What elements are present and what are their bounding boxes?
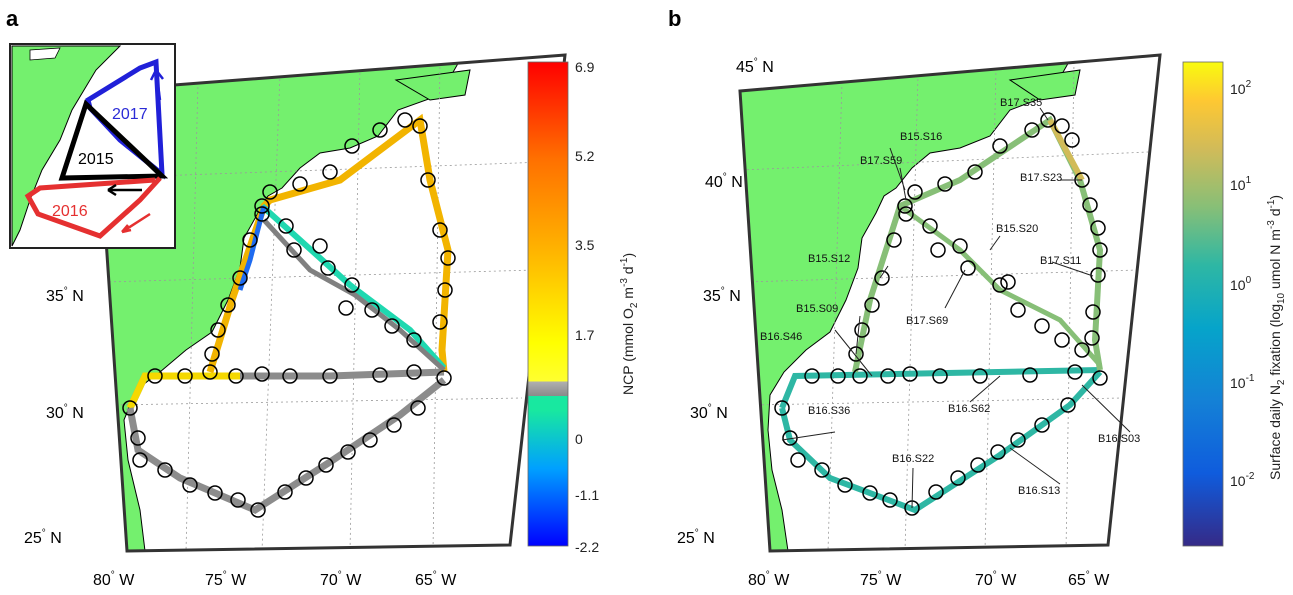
station-label-b17-s35: B17.S35 <box>1000 97 1042 109</box>
lon-label-a-65: 65° W <box>415 570 457 589</box>
colorbar-b: 102 101 100 10-1 10-2 Surface daily N2 f… <box>1182 61 1287 547</box>
inset-track-2016 <box>24 176 162 239</box>
inset-label-2016: 2016 <box>52 203 88 220</box>
lon-label-b-80: 80° W <box>748 570 790 589</box>
lon-labels-b: 80° W 75° W 70° W 65° W <box>748 570 1110 589</box>
station-label-b17-s69: B17.S69 <box>906 315 948 327</box>
station-leader-lines <box>781 107 1131 509</box>
colorbar-b-tick-4: 10-2 <box>1230 471 1255 489</box>
lon-label-b-65: 65° W <box>1068 570 1110 589</box>
station-label-b16-s03: B16.S03 <box>1098 433 1140 445</box>
station-label-b16-s62: B16.S62 <box>948 403 990 415</box>
lat-labels-b: 45° N 40° N 35° N 30° N 25° N <box>677 57 774 547</box>
colorbar-a-tick-5: -1.1 <box>575 487 599 503</box>
colorbar-b-tick-0: 102 <box>1230 79 1252 97</box>
inset-arrow-2015 <box>107 183 142 197</box>
lat-label-a-35: 35° N <box>46 286 84 305</box>
station-label-b15-s12: B15.S12 <box>808 253 850 265</box>
station-label-b17-s23: B17.S23 <box>1020 172 1062 184</box>
colorbar-a-tick-1: 5.2 <box>575 148 595 164</box>
colorbar-a-tick-2: 3.5 <box>575 237 595 253</box>
lon-labels-a: 80° W 75° W 70° W 65° W <box>93 570 457 589</box>
land-b <box>740 59 1071 551</box>
station-label-b16-s46: B16.S46 <box>760 331 802 343</box>
panel-a-letter: a <box>6 6 19 31</box>
station-label-b15-s09: B15.S09 <box>796 303 838 315</box>
lon-label-a-80: 80° W <box>93 570 135 589</box>
stations-a <box>122 112 456 518</box>
land-a-maritimes <box>394 69 471 101</box>
colorbar-a-tick-0: 6.9 <box>575 59 595 75</box>
colorbar-b-tick-3: 10-1 <box>1230 373 1255 391</box>
stations-b <box>774 112 1108 516</box>
land-b-maritimes <box>1008 69 1081 101</box>
panel-b-letter: b <box>668 6 681 31</box>
station-label-b16-s13: B16.S13 <box>1018 485 1060 497</box>
track-b <box>779 115 1104 514</box>
track-a <box>126 113 452 514</box>
colorbar-b-label: Surface daily N2 fixation (log10 umol N … <box>1266 195 1287 480</box>
station-label-b16-s22: B16.S22 <box>892 453 934 465</box>
inset-label-2017: 2017 <box>112 106 148 123</box>
grid-b-lat <box>741 151 1149 406</box>
colorbar-b-bar <box>1182 61 1224 547</box>
lat-labels-a: 35° N 30° N 25° N <box>24 286 84 547</box>
lon-label-b-70: 70° W <box>975 570 1017 589</box>
station-labels-b: B17.S35 B15.S16 B17.S59 B17.S23 B15.S20 … <box>760 97 1140 509</box>
station-label-b15-s16: B15.S16 <box>900 131 942 143</box>
inset-track-2015 <box>58 99 169 181</box>
station-label-b16-s36: B16.S36 <box>808 405 850 417</box>
lat-label-b-30: 30° N <box>690 403 728 422</box>
inset-label-2015: 2015 <box>78 151 114 168</box>
map-b: B17.S35 B15.S16 B17.S59 B17.S23 B15.S20 … <box>738 53 1162 553</box>
lon-label-b-75: 75° W <box>860 570 902 589</box>
lon-label-a-75: 75° W <box>205 570 247 589</box>
inset-arrow-2016 <box>121 212 151 234</box>
land-a <box>96 59 461 551</box>
colorbar-a: 6.9 5.2 3.5 1.7 0 -1.1 -2.2 NCP (mmol O2… <box>527 59 640 555</box>
panel-b: b <box>668 6 1287 589</box>
lat-label-a-30: 30° N <box>46 403 84 422</box>
inset-map-a: 2017 2015 2016 <box>9 43 176 249</box>
inset-arrow-2017 <box>149 69 164 101</box>
lat-label-a-25: 25° N <box>24 528 62 547</box>
inset-land <box>11 45 122 247</box>
map-b-frame <box>738 53 1162 553</box>
colorbar-a-tick-6: -2.2 <box>575 539 599 555</box>
colorbar-b-tick-2: 100 <box>1230 275 1252 293</box>
lat-label-b-40: 40° N <box>705 172 743 191</box>
lat-label-b-45: 45° N <box>736 57 774 76</box>
station-label-b17-s59: B17.S59 <box>860 155 902 167</box>
colorbar-a-label: NCP (mmol O2 m-3 d-1) <box>619 253 640 395</box>
lon-label-a-70: 70° W <box>320 570 362 589</box>
map-a-frame <box>94 53 567 553</box>
station-label-b17-s11: B17.S11 <box>1040 255 1081 267</box>
map-a <box>94 53 567 553</box>
panel-a: a <box>6 6 640 589</box>
colorbar-a-bar <box>527 61 569 547</box>
lat-label-b-35: 35° N <box>703 286 741 305</box>
station-label-b15-s20: B15.S20 <box>996 223 1038 235</box>
colorbar-a-tick-3: 1.7 <box>575 327 595 343</box>
colorbar-a-tick-4: 0 <box>575 431 583 447</box>
colorbar-b-tick-1: 101 <box>1230 175 1252 193</box>
lat-label-b-25: 25° N <box>677 528 715 547</box>
